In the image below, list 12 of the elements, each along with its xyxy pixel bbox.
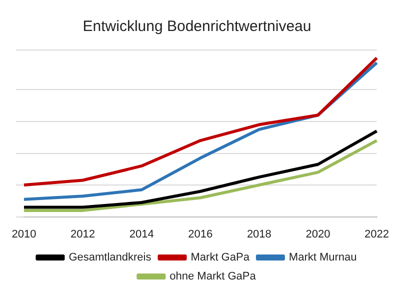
x-tick-label: 2014	[129, 228, 154, 240]
x-tick-label: 2012	[70, 228, 96, 240]
x-tick-label: 2016	[188, 228, 213, 240]
legend-label: Markt Murnau	[288, 252, 357, 264]
legend-label: Gesamtlandkreis	[68, 252, 152, 264]
legend-label: Markt GaPa	[190, 252, 250, 264]
x-tick-label: 2018	[246, 228, 272, 240]
legend-label: ohne Markt GaPa	[170, 270, 257, 283]
x-tick-label: 2020	[306, 228, 330, 240]
x-tick-label: 2010	[12, 228, 36, 240]
chart-title: Entwicklung Bodenrichtwertniveau	[82, 18, 312, 36]
x-tick-label: 2022	[364, 228, 390, 240]
